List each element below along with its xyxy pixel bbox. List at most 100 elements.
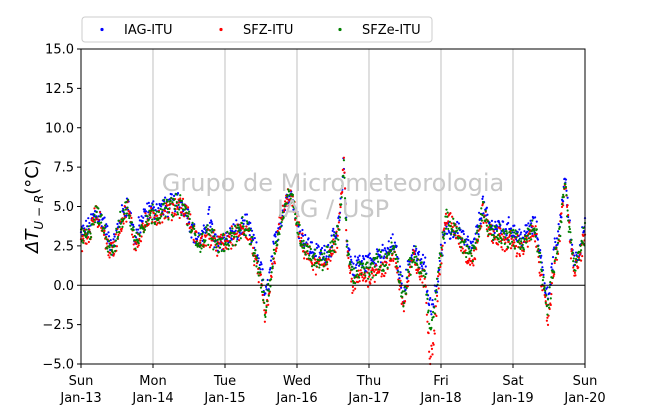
data-point (239, 237, 242, 240)
data-point (209, 225, 212, 228)
data-point (130, 216, 133, 220)
data-point (227, 248, 230, 251)
data-point (405, 286, 408, 290)
data-point (476, 239, 480, 243)
data-point (231, 227, 234, 230)
data-point (91, 216, 94, 220)
data-point (336, 225, 339, 228)
data-point (258, 266, 261, 270)
data-point (181, 197, 185, 200)
data-point (252, 254, 255, 257)
data-point (345, 245, 348, 248)
data-point (264, 292, 267, 295)
data-point (529, 219, 532, 222)
data-point (544, 295, 547, 299)
data-point (202, 245, 205, 248)
data-point (114, 249, 117, 253)
data-point (352, 281, 355, 284)
data-point (132, 226, 135, 229)
data-point (507, 240, 510, 243)
data-point (471, 259, 474, 263)
data-point (286, 193, 289, 197)
data-point (180, 207, 183, 210)
data-point (456, 231, 459, 235)
data-point (368, 252, 371, 255)
data-point (110, 253, 113, 256)
data-point (303, 251, 306, 254)
data-point (308, 245, 311, 248)
data-point (214, 238, 217, 242)
data-point (556, 250, 559, 253)
data-point (358, 280, 361, 283)
x-tick-label-date: Jan-13 (59, 391, 101, 406)
data-point (262, 290, 265, 294)
data-point (347, 256, 350, 260)
data-point (190, 236, 193, 239)
data-point (342, 159, 346, 162)
data-point (467, 247, 471, 250)
data-point (367, 266, 370, 269)
y-tick-label: 15.0 (45, 43, 74, 58)
x-tick-label-date: Jan-14 (131, 391, 173, 406)
data-point (432, 343, 435, 346)
data-point (175, 213, 178, 216)
data-point (314, 254, 317, 258)
data-point (124, 208, 127, 211)
data-point (149, 209, 153, 212)
data-point (420, 272, 423, 275)
data-point (421, 269, 425, 272)
data-point (153, 216, 156, 219)
data-point (217, 250, 221, 253)
data-point (370, 258, 374, 261)
x-tick-label-day: Sun (69, 374, 94, 389)
data-point (486, 229, 489, 233)
data-point (338, 216, 342, 219)
data-point (417, 250, 421, 253)
data-point (117, 219, 120, 222)
data-point (410, 254, 413, 257)
data-point (421, 253, 425, 256)
data-point (170, 193, 173, 196)
data-point (262, 299, 265, 302)
data-point (182, 212, 185, 216)
data-point (178, 208, 181, 211)
data-point (289, 193, 292, 196)
data-point (468, 250, 471, 253)
data-point (380, 275, 383, 278)
data-point (493, 228, 496, 231)
data-point (245, 213, 249, 216)
data-point (167, 210, 171, 214)
data-point (513, 224, 516, 227)
data-point (92, 218, 95, 221)
data-point (397, 273, 400, 276)
data-point (264, 309, 268, 312)
data-point (437, 275, 440, 278)
data-point (146, 202, 149, 205)
data-point (324, 263, 328, 266)
data-point (414, 245, 417, 248)
data-point (570, 238, 573, 241)
data-point (309, 247, 312, 251)
data-point (242, 222, 245, 225)
data-point (195, 230, 198, 234)
data-point (383, 247, 386, 250)
data-point (259, 261, 263, 264)
data-point (216, 254, 219, 257)
data-point (539, 248, 542, 252)
data-point (211, 228, 214, 231)
data-point (430, 313, 433, 316)
data-point (259, 271, 262, 274)
data-point (256, 254, 259, 257)
data-point (500, 242, 503, 245)
data-point (120, 227, 124, 230)
data-point (420, 261, 423, 264)
data-point (103, 229, 106, 232)
data-point (452, 217, 455, 220)
data-point (322, 265, 325, 268)
data-point (238, 231, 241, 234)
data-point (389, 236, 393, 240)
data-point (126, 206, 129, 209)
data-point (244, 213, 247, 216)
data-point (554, 240, 557, 244)
data-point (188, 210, 191, 213)
